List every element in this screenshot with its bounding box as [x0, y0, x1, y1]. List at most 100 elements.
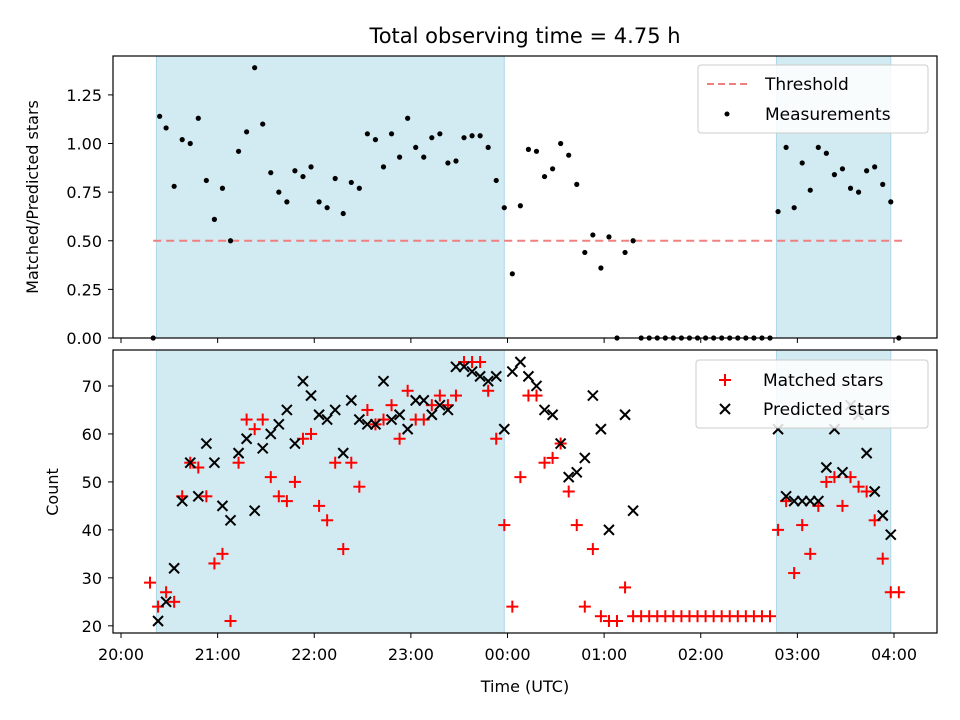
measurement-point	[831, 172, 838, 178]
measurement-point	[469, 133, 475, 139]
matched-point	[619, 581, 632, 594]
bottom-panel: 20 30 40 50 60 70 20:00 21:00 22:00 23:00 00:00 01…	[43, 349, 938, 696]
predicted-point	[176, 495, 188, 507]
matched-point	[321, 514, 334, 527]
predicted-point	[877, 509, 889, 522]
measurement-point	[397, 154, 403, 160]
matched-point	[570, 519, 583, 532]
bottom-x-ticks: 20:00 21:00 22:00 23:00 00:00 01:00 02:00 03:00…	[98, 633, 917, 664]
matched-point	[796, 519, 809, 532]
predicted-point	[780, 490, 792, 503]
bottom-legend-box	[695, 359, 929, 429]
predicted-point	[160, 596, 172, 608]
predicted-point	[393, 409, 406, 421]
matched-point	[482, 384, 495, 397]
legend-predicted-swatch	[719, 403, 731, 415]
top-y-axis-label: Matched/Predicted stars	[23, 100, 42, 294]
matched-point	[385, 399, 398, 412]
measurement-point	[235, 148, 242, 154]
bottom-axes-frame	[112, 349, 938, 634]
predicted-point	[627, 504, 639, 517]
y-tick-label: 30	[82, 569, 102, 588]
legend-predicted-label: Predicted stars	[763, 400, 890, 420]
measurement-point	[187, 140, 193, 147]
measurement-point	[582, 249, 588, 256]
matched-point	[490, 432, 503, 445]
y-tick-label: 60	[82, 425, 102, 444]
measurement-point	[356, 185, 362, 191]
measurement-point	[405, 115, 411, 121]
matched-point	[594, 610, 607, 623]
matched-point	[498, 519, 511, 532]
measurement-point	[525, 146, 532, 152]
measurement-point	[622, 249, 628, 256]
y-tick-label: 1.00	[66, 135, 102, 154]
matched-point	[763, 610, 776, 623]
predicted-point	[579, 452, 591, 464]
predicted-point	[474, 370, 486, 383]
matched-point	[313, 499, 326, 512]
y-tick-label: 1.25	[66, 86, 102, 105]
predicted-point	[506, 365, 519, 378]
measurement-point	[461, 135, 467, 141]
measurement-point	[195, 115, 201, 121]
matched-point	[836, 499, 849, 512]
measurement-point	[864, 168, 870, 174]
bottom-y-ticks: 20 30 40 50 60 70	[82, 377, 113, 636]
predicted-point	[546, 409, 559, 421]
x-tick-label: 00:00	[484, 645, 530, 664]
matched-point	[546, 451, 559, 464]
measurement-point	[364, 131, 370, 137]
measurement-point	[815, 144, 821, 151]
predicted-point	[385, 413, 398, 426]
measurement-point	[791, 205, 797, 211]
predicted-point	[885, 528, 897, 541]
measurement-point	[549, 166, 556, 172]
measurement-point	[799, 160, 805, 166]
measurement-point	[783, 144, 789, 151]
measurement-point	[260, 121, 266, 127]
measurement-point	[823, 150, 829, 156]
matched-point	[288, 475, 301, 488]
predicted-point	[482, 375, 494, 387]
predicted-point	[168, 562, 180, 574]
matched-point	[345, 456, 358, 469]
measurement-point	[340, 210, 346, 217]
predicted-point	[554, 437, 567, 450]
measurement-point	[493, 177, 499, 184]
measurement-point	[872, 164, 878, 170]
matched-point	[361, 403, 374, 416]
matched-point	[280, 495, 293, 508]
predicted-point	[265, 428, 277, 440]
matched-point	[586, 543, 599, 556]
measurement-point	[203, 177, 209, 184]
predicted-point	[313, 409, 325, 421]
measurement-point	[332, 175, 338, 182]
predicted-point	[595, 423, 607, 435]
predicted-point	[418, 394, 430, 407]
predicted-point	[369, 418, 382, 431]
measurement-point	[292, 168, 298, 174]
measurement-point	[606, 234, 612, 240]
x-tick-label: 22:00	[291, 645, 337, 664]
predicted-point	[490, 370, 502, 383]
measurement-point	[163, 125, 169, 131]
predicted-point	[571, 466, 583, 479]
measurement-point	[574, 181, 580, 187]
matched-point	[143, 576, 156, 589]
measurement-point	[437, 131, 443, 137]
predicted-point	[401, 423, 414, 435]
top-legend: Threshold Measurements	[697, 64, 929, 134]
predicted-point	[321, 413, 333, 426]
measurement-point	[348, 179, 354, 186]
predicted-point	[337, 447, 349, 459]
legend-matched-swatch	[719, 374, 731, 386]
legend-measurements-swatch	[724, 111, 730, 117]
predicted-point	[353, 413, 366, 426]
measurement-point	[533, 148, 540, 154]
predicted-point	[184, 457, 196, 469]
matched-point	[474, 355, 487, 368]
y-tick-label: 20	[82, 617, 102, 636]
measurement-point	[847, 185, 854, 191]
measurement-point	[839, 166, 846, 172]
